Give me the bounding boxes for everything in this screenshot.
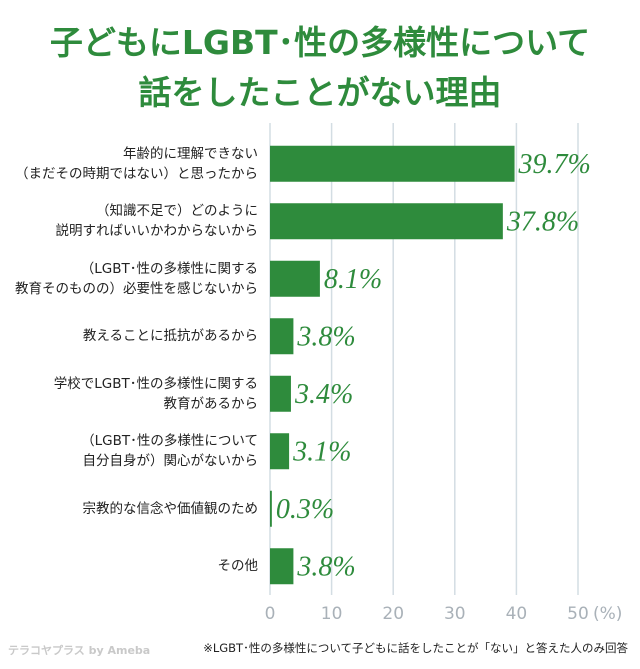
logo: テラコヤプラス by Ameba [8,644,151,657]
bar [270,433,290,470]
x-tick-label: 50 [567,604,589,624]
category-label: （知識不足で）どのように 説明すればいいかわからないから [55,203,259,240]
value-label: 39.7% [518,149,591,180]
x-tick-label: 10 [321,604,343,624]
value-label: 0.3% [276,494,334,525]
category-label: 年齢的に理解できない （まだその時期ではない）と思ったから [15,145,258,182]
footnote: ※LGBT･性の多様性について子どもに話をしたことが「ない」と答えた人のみ回答 [203,641,628,655]
value-label: 3.8% [296,552,355,583]
value-label: 37.8% [506,207,579,238]
chart-title: 子どもにLGBT･性の多様性について 話をしたことがない理由 [49,23,591,112]
bar [270,145,515,182]
category-label: その他 [217,558,259,575]
category-label: 教えることに抵抗があるから [82,328,258,345]
x-tick-label: 30 [444,604,466,624]
bar [270,548,294,585]
bar [270,203,503,240]
bar [270,318,294,355]
category-label: （LGBT･性の多様性について 自分自身が）関心がないから [81,433,258,470]
value-label: 3.8% [296,322,355,353]
x-tick-label: 40 [506,604,528,624]
x-tick-label: 0 [265,604,276,624]
x-axis-label: (%) [593,604,622,624]
value-label: 3.4% [294,379,353,410]
category-label: 宗教的な信念や価値観のため [82,500,259,517]
x-tick-label: 20 [382,604,404,624]
category-label: （LGBT･性の多様性に関する 教育そのものの）必要性を感じないから [15,260,258,297]
bar [270,490,272,527]
value-label: 3.1% [292,437,351,468]
category-label: 学校でLGBT･性の多様性に関する 教育があるから [53,375,258,412]
bar [270,375,291,412]
value-label: 8.1% [324,264,382,295]
bar [270,260,320,297]
